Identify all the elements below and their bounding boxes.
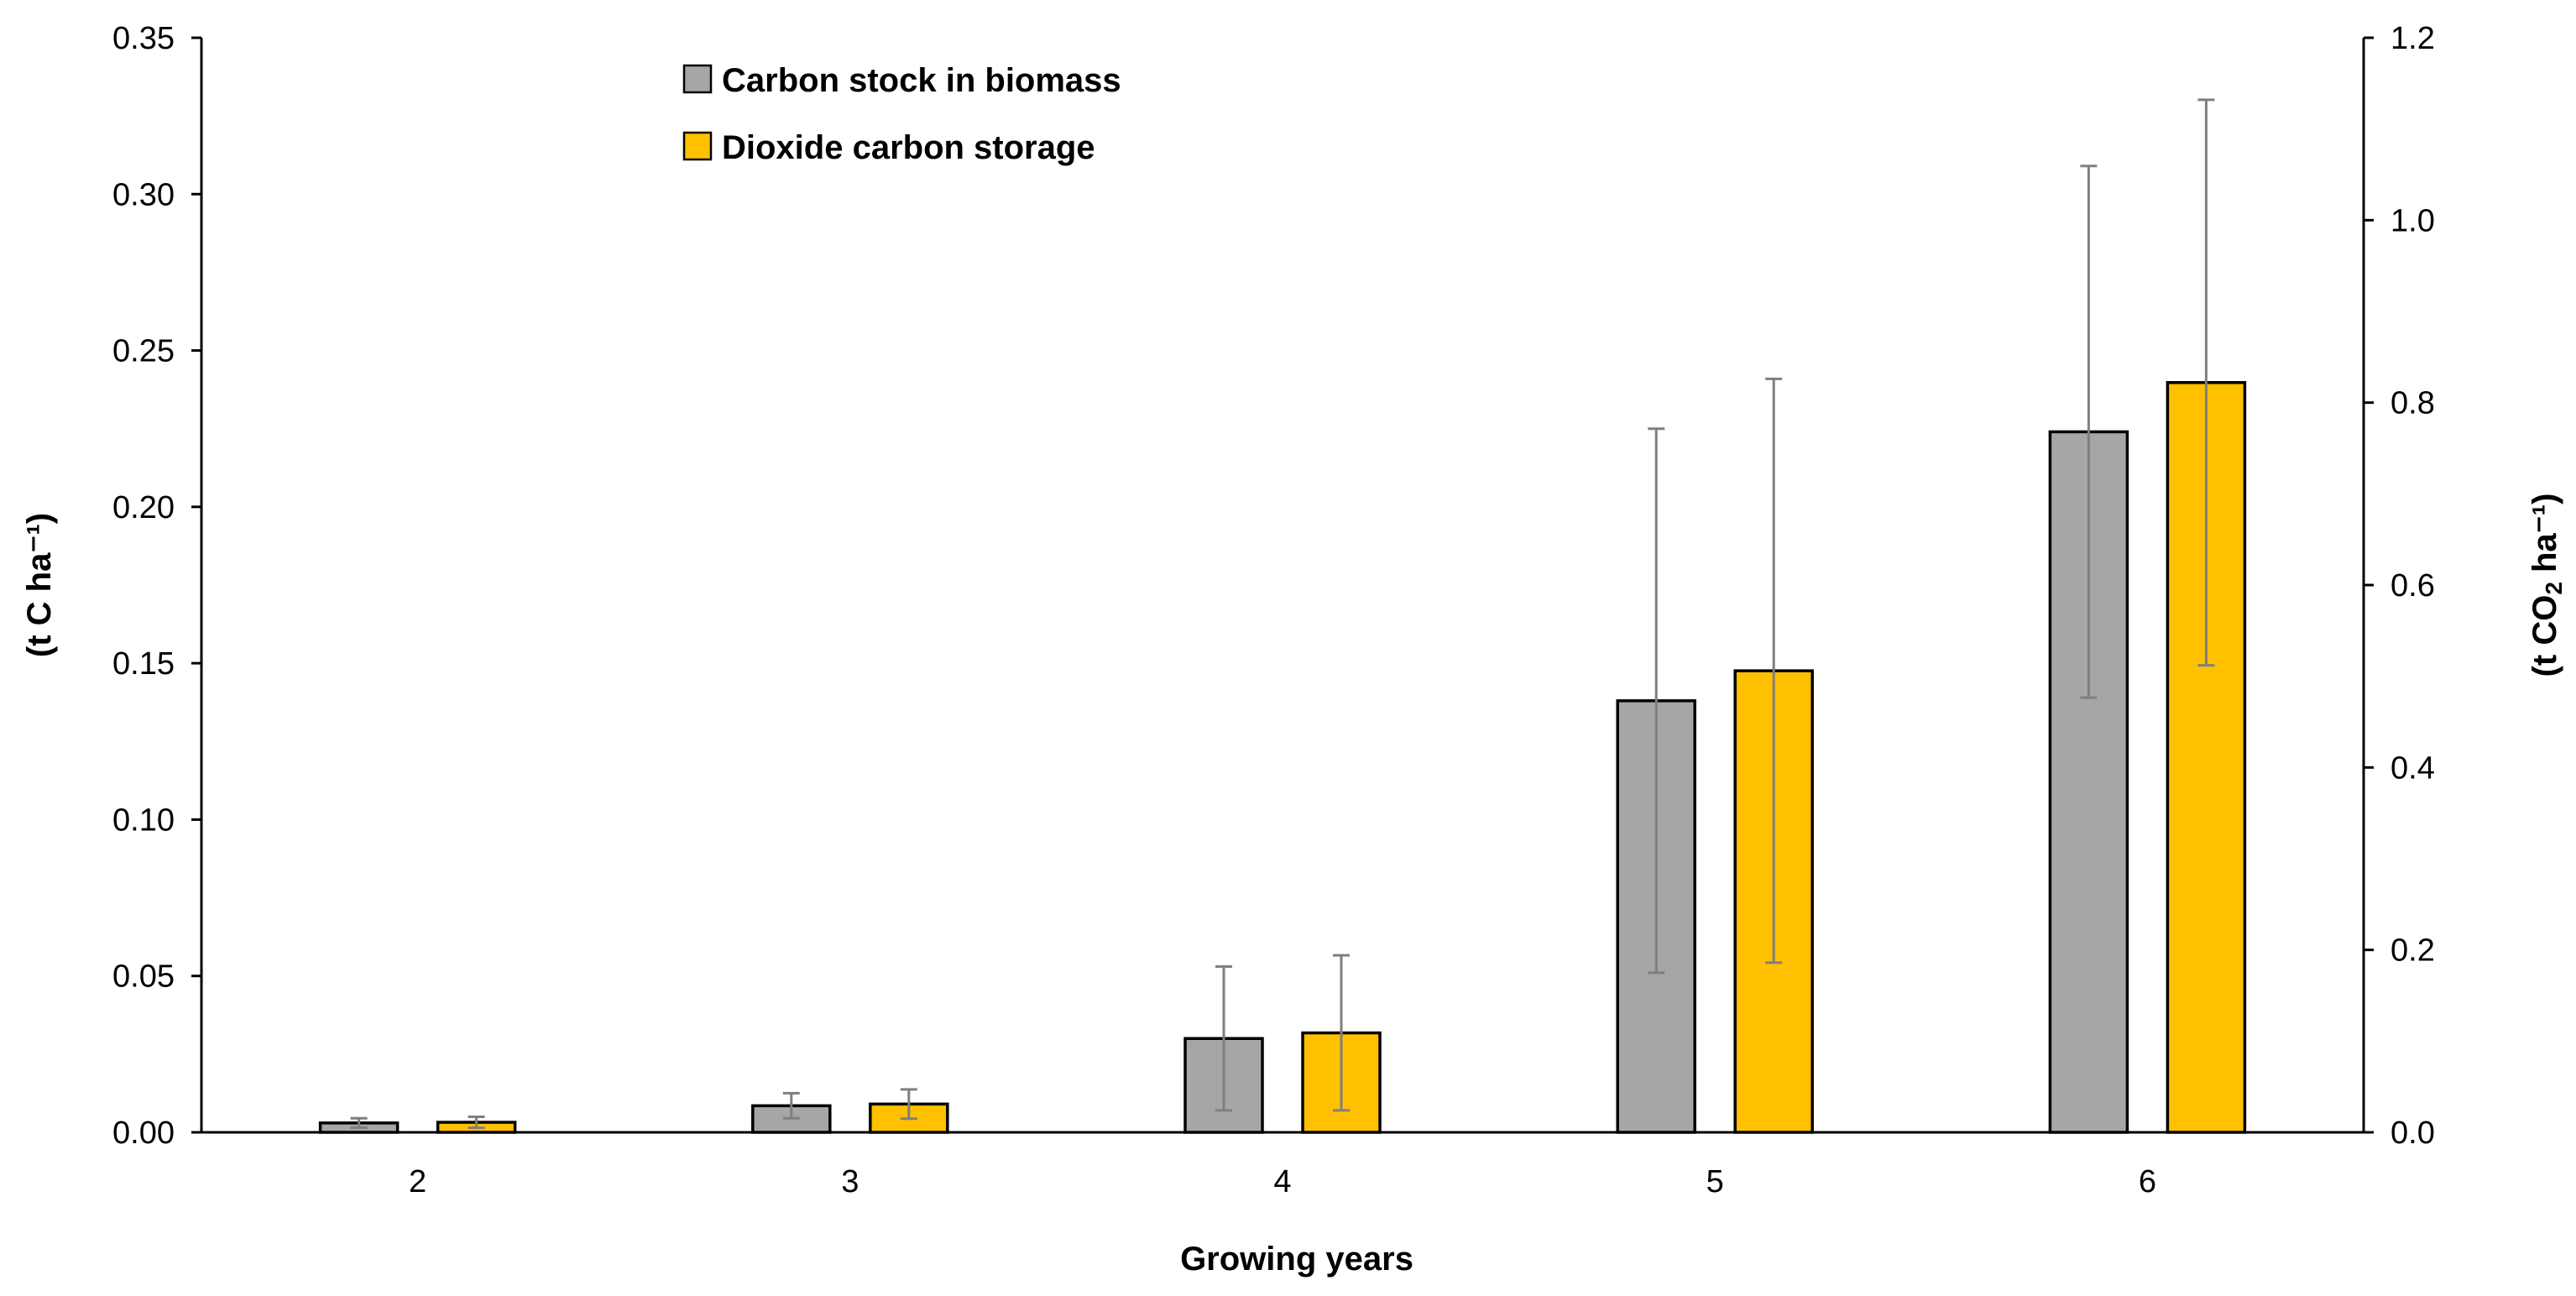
- right-y-tick-label: 0.0: [2391, 1116, 2435, 1151]
- x-tick-label: 6: [2139, 1164, 2156, 1199]
- left-y-tick-label: 0.15: [112, 646, 175, 682]
- x-tick-label: 3: [841, 1164, 859, 1199]
- right-y-axis-title-post: ha⁻¹): [2526, 494, 2563, 583]
- right-y-tick-label: 0.4: [2391, 750, 2435, 786]
- left-y-tick-label: 0.25: [112, 334, 175, 369]
- left-y-tick-label: 0.10: [112, 802, 175, 838]
- right-y-tick-label: 0.2: [2391, 933, 2435, 969]
- ticks-layer: 0.00 0.05 0.10 0.15 0.20 0.25 0.30 0.35 0.0 0.2 0.…: [112, 21, 2435, 1199]
- left-y-tick-label: 0.20: [112, 490, 175, 525]
- legend: Carbon stock in biomass Dioxide carbon s…: [682, 62, 1121, 166]
- right-y-tick-label: 0.8: [2391, 386, 2435, 421]
- x-tick-label: 5: [1706, 1164, 1724, 1199]
- right-y-tick-label: 1.2: [2391, 21, 2435, 56]
- x-axis-title: Growing years: [1180, 1241, 1413, 1278]
- right-y-axis-title-pre: (t CO: [2526, 595, 2563, 677]
- axes-layer: [200, 38, 2365, 1134]
- legend-label-dioxide-carbon: Dioxide carbon storage: [722, 129, 1095, 166]
- left-y-axis-title: (t C ha⁻¹): [21, 513, 58, 657]
- legend-label-carbon-stock: Carbon stock in biomass: [722, 62, 1121, 99]
- left-y-tick-label: 0.00: [112, 1116, 175, 1151]
- x-tick-label: 4: [1273, 1164, 1291, 1199]
- right-y-tick-label: 0.6: [2391, 568, 2435, 604]
- bars-layer: [318, 381, 2247, 1134]
- left-y-tick-label: 0.05: [112, 959, 175, 995]
- legend-swatch-carbon-stock: [682, 64, 713, 94]
- errorbars-layer: [350, 98, 2215, 1130]
- right-y-tick-label: 1.0: [2391, 203, 2435, 238]
- left-y-tick-label: 0.35: [112, 21, 175, 56]
- legend-swatch-dioxide-carbon: [682, 131, 713, 161]
- right-y-axis-title: (t CO2 ha⁻¹): [2526, 494, 2567, 677]
- left-y-tick-label: 0.30: [112, 177, 175, 212]
- right-y-axis-title-sub: 2: [2541, 582, 2567, 595]
- x-tick-label: 2: [409, 1164, 426, 1199]
